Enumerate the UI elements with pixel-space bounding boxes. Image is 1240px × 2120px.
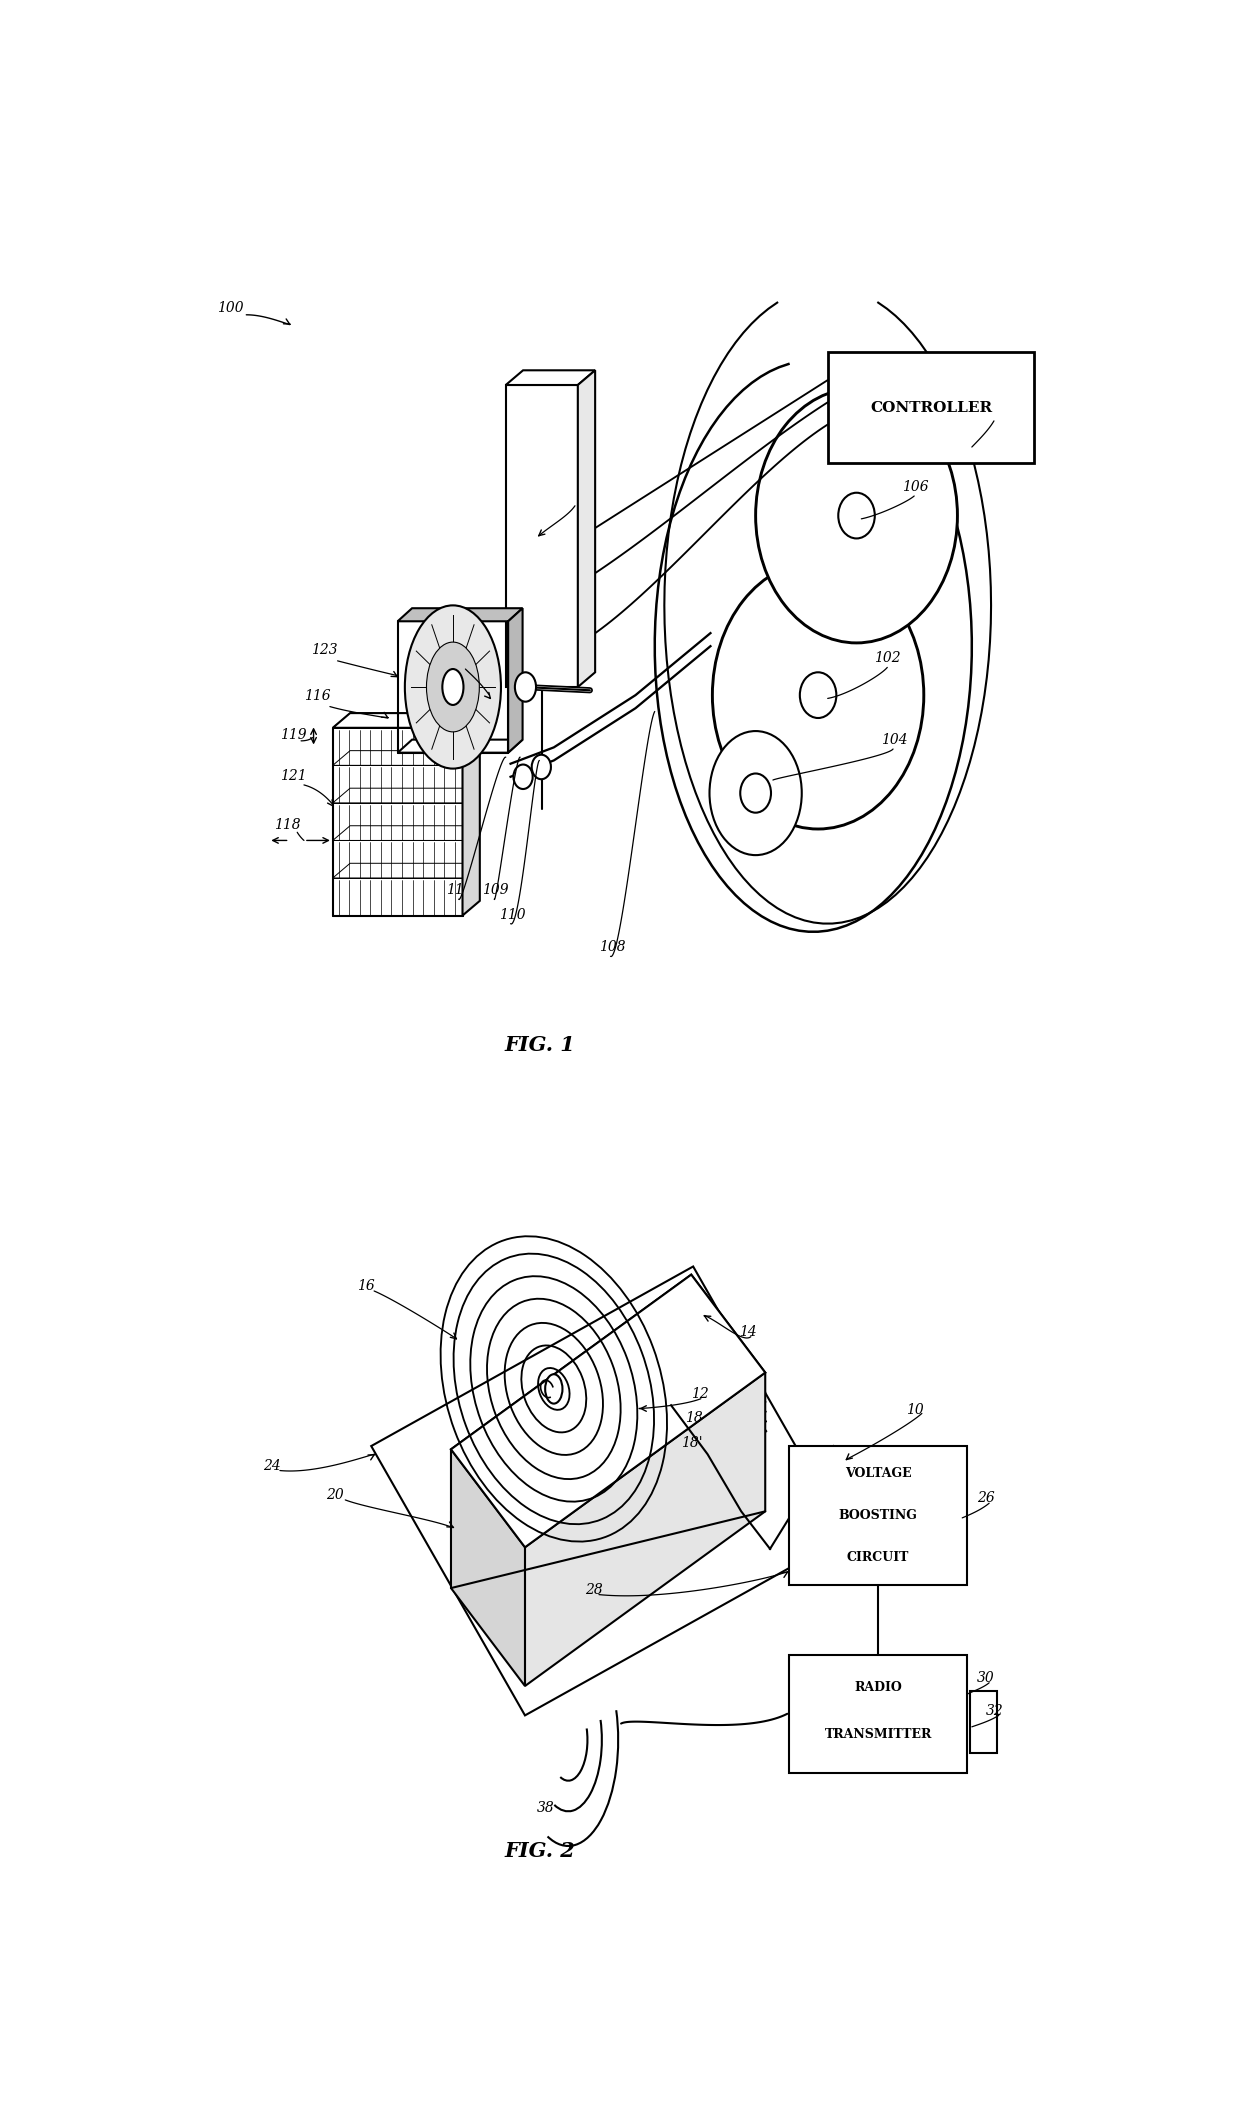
Polygon shape xyxy=(332,712,480,727)
Text: 108: 108 xyxy=(599,941,626,954)
Text: 109: 109 xyxy=(481,884,508,897)
Text: 28: 28 xyxy=(584,1584,603,1596)
Polygon shape xyxy=(451,1293,766,1567)
Circle shape xyxy=(427,642,480,731)
Ellipse shape xyxy=(709,731,802,854)
Text: 38: 38 xyxy=(537,1802,554,1815)
Text: 106: 106 xyxy=(901,479,929,494)
Polygon shape xyxy=(398,740,522,753)
Text: 112: 112 xyxy=(558,494,585,507)
Text: CONTROLLER: CONTROLLER xyxy=(870,401,992,416)
Text: 10: 10 xyxy=(906,1403,924,1416)
Circle shape xyxy=(404,606,501,770)
Ellipse shape xyxy=(515,672,536,702)
Text: 12: 12 xyxy=(691,1386,709,1401)
Text: 123: 123 xyxy=(311,642,337,657)
Circle shape xyxy=(546,1374,563,1403)
Text: 100: 100 xyxy=(217,301,244,314)
Polygon shape xyxy=(453,1323,766,1596)
Text: 18: 18 xyxy=(686,1412,703,1425)
Text: 20: 20 xyxy=(326,1488,343,1503)
Polygon shape xyxy=(578,371,595,687)
Ellipse shape xyxy=(513,765,533,789)
Text: 14: 14 xyxy=(739,1325,758,1340)
Polygon shape xyxy=(371,1266,847,1715)
Polygon shape xyxy=(332,863,480,878)
Text: BOOSTING: BOOSTING xyxy=(838,1509,918,1522)
FancyBboxPatch shape xyxy=(970,1692,997,1753)
Ellipse shape xyxy=(712,562,924,829)
Text: 110: 110 xyxy=(498,907,526,922)
Polygon shape xyxy=(332,789,480,803)
Text: 16: 16 xyxy=(357,1278,374,1293)
Text: FIG. 2: FIG. 2 xyxy=(503,1842,575,1861)
Polygon shape xyxy=(506,386,578,687)
Text: CIRCUIT: CIRCUIT xyxy=(847,1550,909,1565)
Ellipse shape xyxy=(755,388,957,642)
Polygon shape xyxy=(525,1372,765,1685)
Polygon shape xyxy=(451,1274,765,1548)
FancyBboxPatch shape xyxy=(789,1656,967,1772)
Polygon shape xyxy=(398,608,522,621)
Text: TRANSMITTER: TRANSMITTER xyxy=(825,1728,931,1741)
Polygon shape xyxy=(451,1285,765,1556)
Text: FIG. 1: FIG. 1 xyxy=(503,1035,575,1056)
Polygon shape xyxy=(453,1333,768,1607)
Text: 118: 118 xyxy=(274,818,301,831)
Polygon shape xyxy=(463,712,480,916)
Polygon shape xyxy=(451,1274,765,1548)
Text: 115: 115 xyxy=(983,407,1011,420)
Polygon shape xyxy=(508,608,522,753)
FancyBboxPatch shape xyxy=(828,352,1034,464)
Ellipse shape xyxy=(838,492,874,538)
Polygon shape xyxy=(451,1274,765,1548)
Text: 32: 32 xyxy=(986,1704,1004,1717)
Text: 114: 114 xyxy=(446,884,472,897)
Text: 102: 102 xyxy=(874,651,900,666)
Text: 121: 121 xyxy=(280,770,306,782)
Text: 24: 24 xyxy=(263,1459,280,1473)
Polygon shape xyxy=(332,712,480,727)
Text: 116: 116 xyxy=(304,689,331,704)
Polygon shape xyxy=(451,1450,525,1685)
Ellipse shape xyxy=(740,774,771,812)
Text: 26: 26 xyxy=(977,1490,994,1505)
Text: 113: 113 xyxy=(448,653,475,668)
Text: VOLTAGE: VOLTAGE xyxy=(844,1467,911,1480)
FancyBboxPatch shape xyxy=(789,1446,967,1586)
Text: 30: 30 xyxy=(977,1671,994,1685)
Text: RADIO: RADIO xyxy=(854,1681,901,1694)
Polygon shape xyxy=(332,825,480,840)
Ellipse shape xyxy=(532,755,551,780)
Text: 119: 119 xyxy=(280,729,306,742)
Text: 104: 104 xyxy=(880,734,908,746)
Polygon shape xyxy=(332,750,480,765)
Ellipse shape xyxy=(800,672,836,719)
Polygon shape xyxy=(451,1304,766,1577)
Text: 18': 18' xyxy=(681,1435,702,1450)
Circle shape xyxy=(443,670,464,706)
Polygon shape xyxy=(506,371,595,386)
Polygon shape xyxy=(453,1314,766,1586)
